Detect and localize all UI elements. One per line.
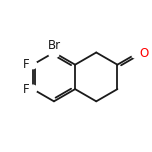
Text: O: O bbox=[139, 47, 149, 60]
Text: Br: Br bbox=[47, 39, 60, 52]
Text: F: F bbox=[23, 58, 29, 71]
Circle shape bbox=[132, 50, 140, 58]
Circle shape bbox=[29, 61, 37, 69]
Circle shape bbox=[48, 47, 59, 58]
Circle shape bbox=[29, 85, 37, 93]
Text: F: F bbox=[23, 83, 29, 96]
